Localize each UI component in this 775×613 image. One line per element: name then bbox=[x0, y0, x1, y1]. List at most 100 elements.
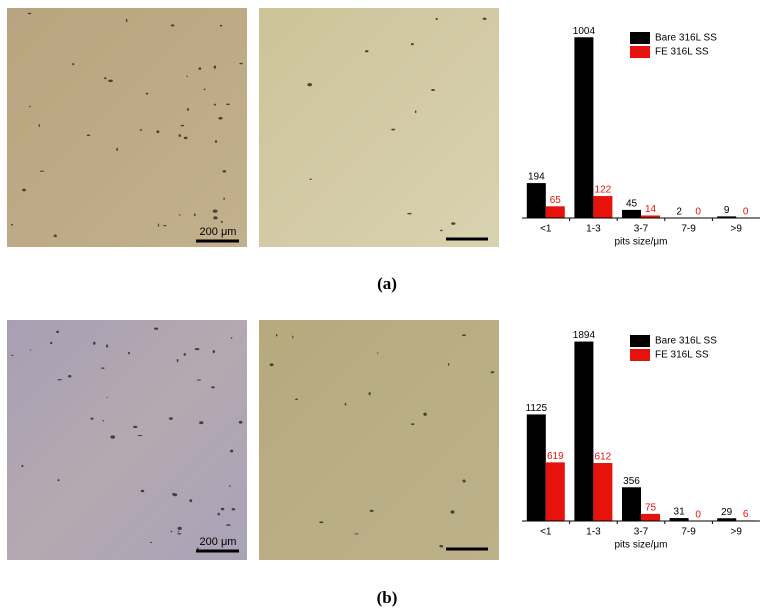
speck bbox=[128, 351, 130, 355]
speck bbox=[391, 128, 396, 131]
x-tick-label: >9 bbox=[730, 527, 742, 538]
speck bbox=[239, 62, 243, 65]
panel-label: (b) bbox=[377, 588, 398, 607]
speck bbox=[344, 402, 347, 406]
speck bbox=[140, 489, 145, 493]
speck bbox=[106, 396, 108, 398]
speck bbox=[461, 334, 466, 337]
speck bbox=[212, 350, 215, 354]
micrograph bbox=[7, 8, 247, 247]
speck bbox=[67, 375, 72, 378]
speck bbox=[219, 24, 223, 27]
data-label: 1004 bbox=[573, 26, 596, 37]
speck bbox=[193, 213, 196, 217]
legend-label: FE 316L SS bbox=[655, 47, 709, 58]
speck bbox=[199, 421, 204, 425]
speck bbox=[194, 347, 200, 351]
data-label: 122 bbox=[595, 185, 612, 196]
speck bbox=[22, 188, 26, 192]
speck bbox=[217, 512, 220, 516]
legend-label: Bare 316L SS bbox=[655, 33, 717, 44]
x-axis-title: pits size/μm bbox=[615, 237, 668, 248]
bar bbox=[526, 183, 546, 218]
speck bbox=[462, 479, 466, 483]
x-tick-label: 1-3 bbox=[586, 527, 601, 538]
speck bbox=[212, 209, 218, 213]
speck bbox=[203, 88, 206, 91]
speck bbox=[275, 333, 278, 337]
x-tick-label: <1 bbox=[540, 527, 552, 538]
speck bbox=[125, 18, 128, 23]
bar bbox=[574, 341, 594, 521]
speck bbox=[186, 108, 189, 111]
speck bbox=[189, 499, 193, 503]
speck bbox=[50, 341, 53, 345]
speck bbox=[72, 63, 75, 66]
legend-swatch bbox=[630, 335, 650, 347]
speck bbox=[86, 134, 91, 137]
data-label: 194 bbox=[528, 172, 545, 183]
speck bbox=[116, 147, 118, 151]
speck bbox=[439, 229, 443, 232]
speck bbox=[230, 337, 233, 339]
legend-swatch bbox=[630, 32, 650, 44]
speck bbox=[139, 129, 143, 131]
speck bbox=[411, 423, 415, 426]
x-tick-label: 3-7 bbox=[634, 527, 649, 538]
specks bbox=[10, 12, 495, 551]
speck bbox=[106, 344, 109, 348]
x-axis-title: pits size/μm bbox=[615, 540, 668, 551]
speck bbox=[230, 449, 234, 453]
speck bbox=[369, 509, 374, 512]
speck bbox=[228, 485, 231, 487]
speck bbox=[407, 212, 412, 215]
speck bbox=[223, 197, 225, 200]
speck bbox=[222, 170, 227, 173]
speck bbox=[150, 541, 153, 544]
speck bbox=[218, 117, 223, 120]
data-label: 6 bbox=[743, 509, 749, 520]
data-label: 0 bbox=[743, 207, 749, 218]
bar bbox=[545, 206, 565, 218]
speck bbox=[451, 222, 456, 225]
speck bbox=[447, 363, 450, 366]
speck bbox=[29, 105, 31, 108]
speck bbox=[29, 349, 32, 351]
speck bbox=[171, 493, 176, 495]
data-label: 31 bbox=[674, 507, 686, 518]
speck bbox=[39, 170, 45, 172]
x-tick-label: 7-9 bbox=[681, 527, 696, 538]
bar bbox=[574, 37, 594, 218]
speck bbox=[101, 367, 105, 369]
speck bbox=[170, 24, 175, 27]
legend-swatch bbox=[630, 349, 650, 361]
speck bbox=[27, 12, 32, 15]
data-label: 2 bbox=[676, 206, 682, 217]
speck bbox=[183, 353, 186, 356]
x-tick-label: 7-9 bbox=[681, 224, 696, 235]
speck bbox=[57, 479, 60, 482]
speck bbox=[220, 221, 224, 223]
speck bbox=[102, 420, 104, 422]
bar bbox=[622, 487, 641, 521]
speck bbox=[410, 42, 414, 46]
data-label: 0 bbox=[695, 510, 701, 521]
x-tick-label: 1-3 bbox=[586, 224, 601, 235]
speck bbox=[414, 110, 417, 114]
bar bbox=[526, 414, 546, 521]
speck bbox=[295, 398, 299, 401]
scale-bar-label: 200 μm bbox=[200, 536, 237, 548]
bar bbox=[593, 196, 613, 218]
data-label: 14 bbox=[645, 204, 657, 215]
speck bbox=[178, 134, 181, 137]
speck bbox=[90, 417, 94, 420]
speck bbox=[226, 103, 230, 106]
data-label: 75 bbox=[645, 503, 657, 514]
data-label: 65 bbox=[550, 195, 562, 206]
speck bbox=[183, 136, 188, 140]
speck bbox=[38, 123, 40, 128]
bar bbox=[717, 518, 737, 521]
speck bbox=[213, 65, 217, 69]
